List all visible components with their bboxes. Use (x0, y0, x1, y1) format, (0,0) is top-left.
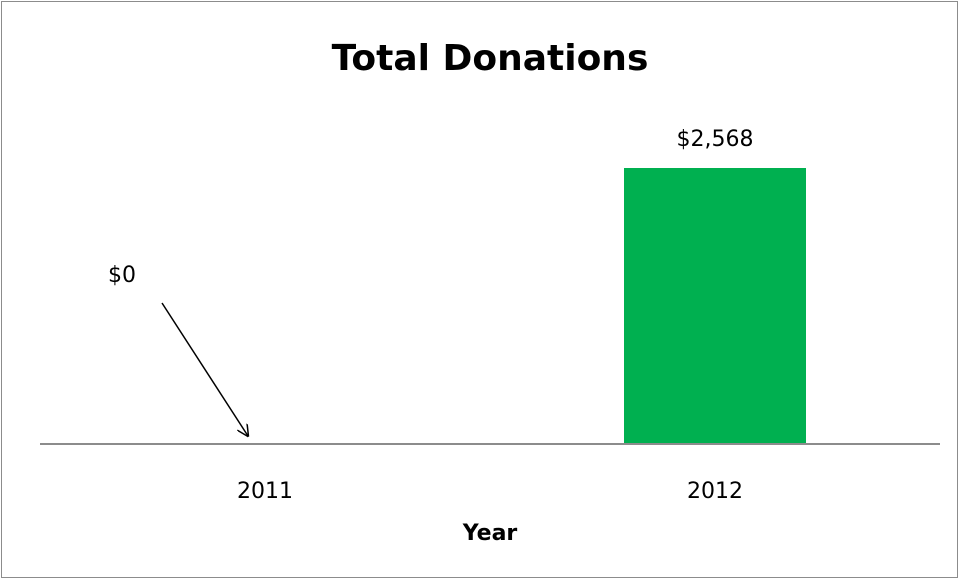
bars-group (624, 168, 806, 444)
chart-title: Total Donations (332, 38, 649, 79)
bar-2012 (624, 168, 806, 444)
ticks-group: 2011 2012 (237, 479, 743, 504)
x-tick-label-2011: 2011 (237, 479, 293, 504)
x-tick-label-2012: 2012 (687, 479, 743, 504)
data-label-2012: $2,568 (677, 127, 754, 152)
annotation-arrow (161, 302, 248, 436)
data-labels-group: $0 $2,568 (108, 127, 753, 288)
x-axis-title: Year (462, 521, 518, 546)
data-label-2011: $0 (108, 263, 136, 288)
